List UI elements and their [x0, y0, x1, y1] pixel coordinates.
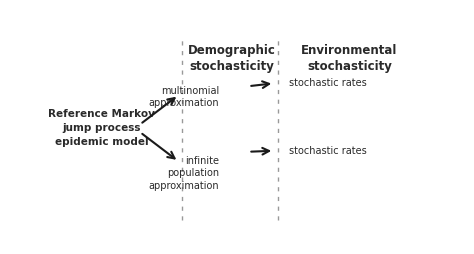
Text: Environmental
stochasticity: Environmental stochasticity — [301, 44, 398, 73]
Text: Reference Markov
jump process
epidemic model: Reference Markov jump process epidemic m… — [48, 109, 155, 147]
Text: stochastic rates: stochastic rates — [289, 146, 366, 156]
Text: infinite
population
approximation: infinite population approximation — [148, 156, 219, 191]
Text: multinomial
approximation: multinomial approximation — [148, 86, 219, 108]
Text: Demographic
stochasticity: Demographic stochasticity — [188, 44, 276, 73]
Text: stochastic rates: stochastic rates — [289, 78, 366, 88]
